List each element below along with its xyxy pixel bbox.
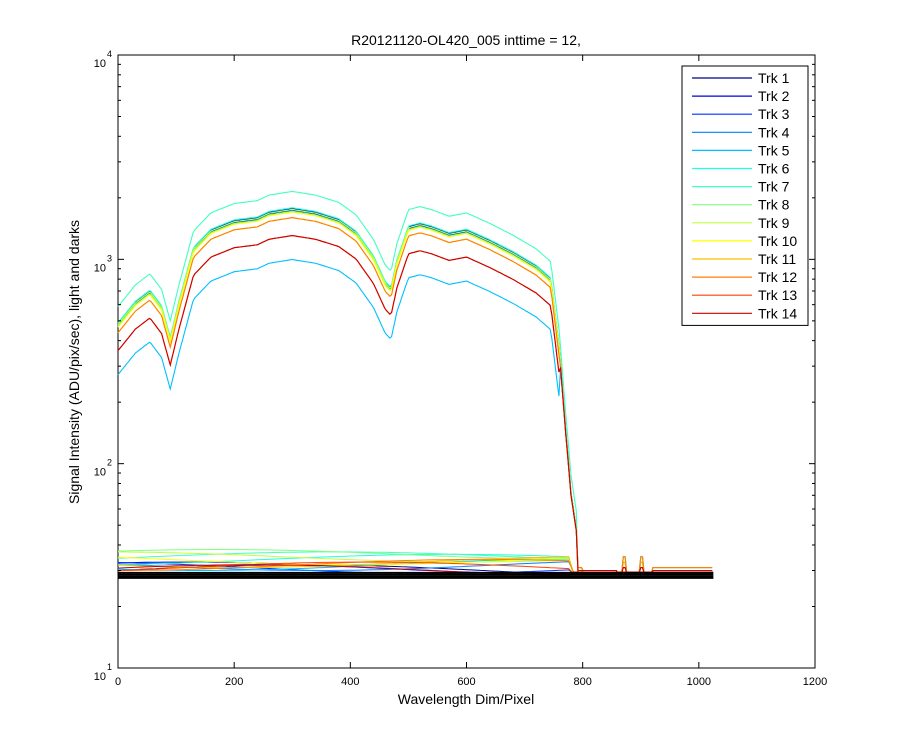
x-axis: 0 200 400 600 800 1000 1200: [115, 55, 827, 688]
legend-entry: Trk 10: [758, 233, 797, 249]
y-tick-label-exp: 4: [107, 49, 112, 59]
y-tick-label-exp: 1: [107, 662, 112, 672]
x-axis-label: Wavelength Dim/Pixel: [398, 691, 534, 707]
y-tick-label-base: 10: [94, 671, 106, 683]
legend-box: [681, 65, 809, 326]
legend-entry: Trk 11: [758, 251, 796, 267]
y-tick-label-base: 10: [94, 467, 106, 479]
legend-entry: Trk 3: [758, 106, 790, 122]
x-tick-label: 800: [573, 676, 591, 688]
x-tick-label: 0: [115, 676, 121, 688]
series-line-14: [117, 235, 713, 575]
x-tick-label: 200: [225, 676, 243, 688]
legend-entry: Trk 6: [758, 161, 790, 177]
legend-entry: Trk 5: [758, 142, 790, 158]
legend-entry: Trk 4: [758, 124, 790, 140]
darks-layer: [118, 571, 714, 579]
legend-entry: Trk 2: [758, 88, 790, 104]
legend-entry: Trk 12: [758, 269, 797, 285]
x-tick-label: 400: [341, 676, 359, 688]
y-tick-label-base: 10: [94, 58, 106, 70]
legend-entry: Trk 13: [758, 287, 797, 303]
legend-entry: Trk 7: [758, 179, 790, 195]
y-tick-label-base: 10: [94, 262, 106, 274]
x-tick-label: 1000: [687, 676, 711, 688]
legend-entry: Trk 1: [758, 70, 790, 86]
legend-entry: Trk 9: [758, 215, 790, 231]
y-tick-label-exp: 3: [107, 253, 112, 263]
x-tick-label: 600: [457, 676, 475, 688]
y-tick-label-exp: 2: [107, 458, 112, 468]
x-tick-label: 1200: [803, 676, 827, 688]
legend: Trk 1 Trk 2 Trk 3 Trk 4 Trk 5 Trk 6 Trk 7 Trk 8…: [681, 65, 809, 326]
legend-entry: Trk 14: [758, 305, 797, 321]
chart-title: R20121120-OL420_005 inttime = 12,: [351, 32, 581, 48]
legend-entry: Trk 8: [758, 197, 790, 213]
y-axis-label: Signal Intensity (ADU/pix/sec), light an…: [66, 220, 82, 504]
